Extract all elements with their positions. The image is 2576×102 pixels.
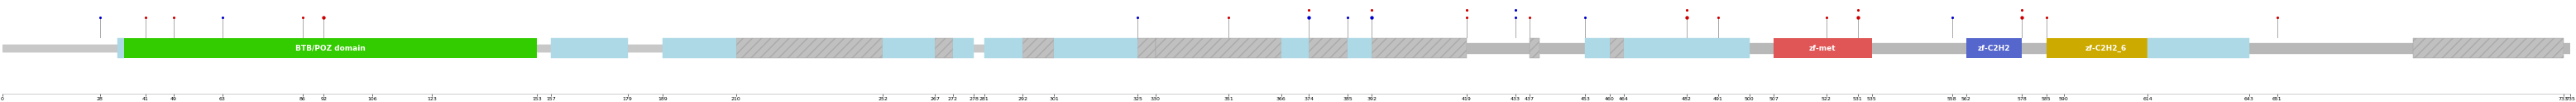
Bar <box>1610 38 1623 58</box>
Bar <box>953 38 974 58</box>
Bar <box>1749 43 1775 53</box>
Bar <box>1610 38 1623 58</box>
Bar <box>3 45 118 52</box>
Text: zf-C2H2_6: zf-C2H2_6 <box>2084 44 2128 52</box>
Bar <box>1309 38 1347 58</box>
Text: zf-met: zf-met <box>1808 44 1837 52</box>
Bar <box>2414 38 2563 58</box>
Bar <box>884 38 935 58</box>
Bar <box>662 38 737 58</box>
Bar <box>1280 38 1309 58</box>
Bar <box>974 45 984 52</box>
Bar <box>1347 38 1373 58</box>
Bar <box>1584 38 1610 58</box>
Bar <box>1530 38 1540 58</box>
Bar <box>2045 38 2063 58</box>
Bar <box>1309 38 1347 58</box>
Text: BTB/POZ domain: BTB/POZ domain <box>296 44 366 52</box>
Bar <box>737 38 884 58</box>
Bar <box>1873 43 1965 53</box>
Bar <box>1775 38 1873 58</box>
Bar <box>1373 38 1466 58</box>
Bar <box>2563 43 2571 53</box>
Text: zf-C2H2: zf-C2H2 <box>1978 44 2009 52</box>
Bar <box>737 38 884 58</box>
Bar <box>2414 38 2563 58</box>
Bar <box>536 45 551 52</box>
Bar <box>629 45 662 52</box>
Bar <box>1139 38 1154 58</box>
Bar <box>124 38 536 58</box>
Bar <box>935 38 953 58</box>
Bar <box>2148 38 2249 58</box>
Bar <box>1154 38 1280 58</box>
Bar <box>3 45 2571 52</box>
Bar <box>1054 38 1139 58</box>
Bar <box>1965 38 2022 58</box>
Bar <box>1540 43 1584 53</box>
Bar <box>1023 38 1054 58</box>
Bar <box>984 38 1023 58</box>
Bar <box>2249 43 2414 53</box>
Bar <box>1623 38 1749 58</box>
Bar <box>118 38 124 58</box>
Bar <box>1373 38 1466 58</box>
Bar <box>2022 43 2045 53</box>
Bar <box>1154 38 1280 58</box>
Bar <box>1139 38 1154 58</box>
Bar <box>2063 38 2148 58</box>
Bar <box>551 38 629 58</box>
Bar <box>935 38 953 58</box>
Bar <box>1023 38 1054 58</box>
Bar <box>1530 38 1540 58</box>
Bar <box>1466 43 1530 53</box>
